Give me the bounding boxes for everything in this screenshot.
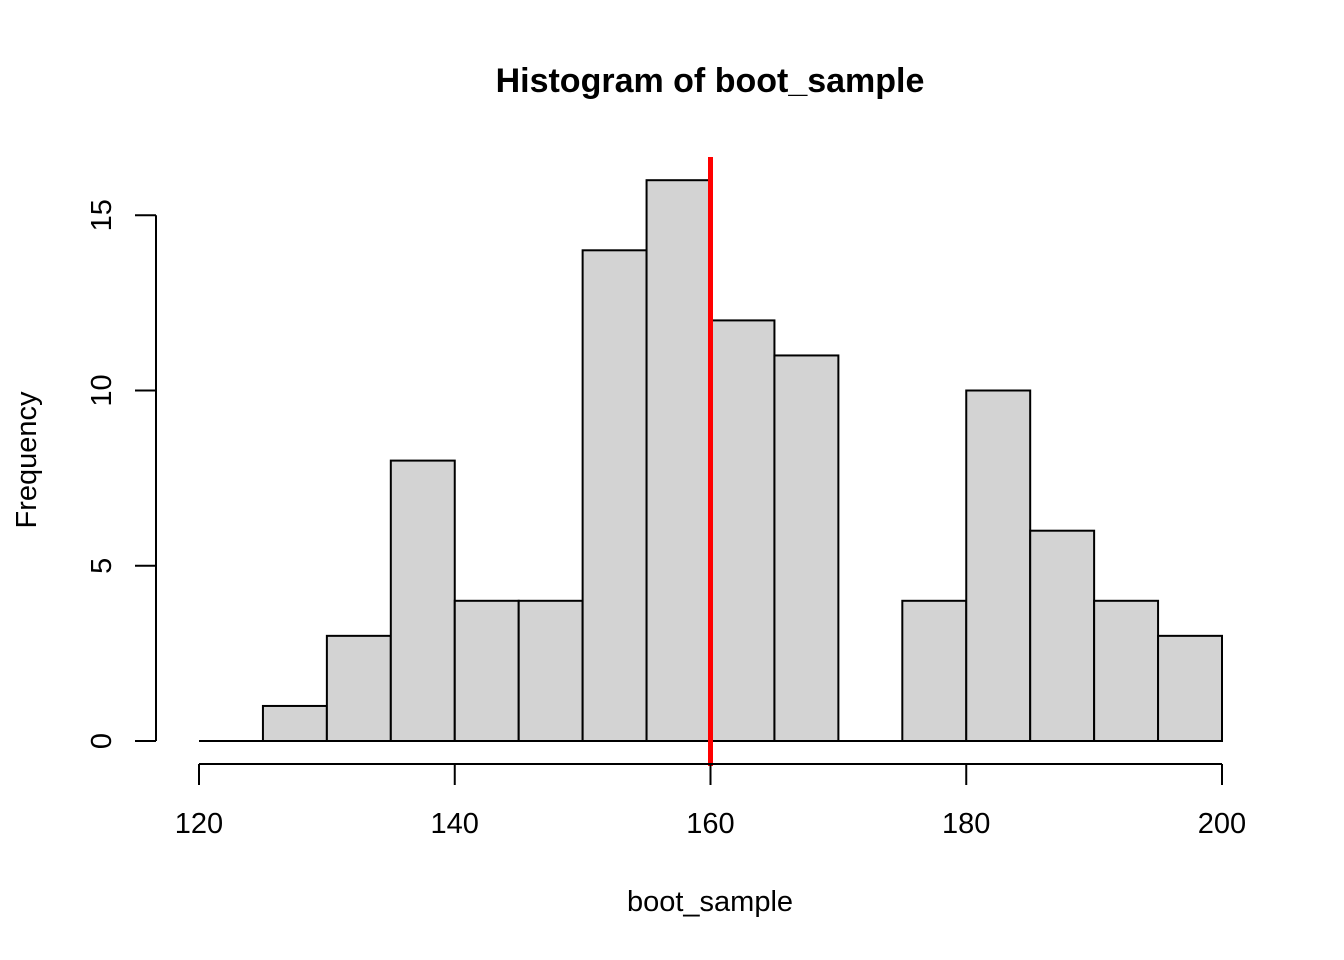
histogram-bar-175-180 <box>901 599 968 742</box>
x-tick-label-160: 160 <box>686 808 734 840</box>
histogram-bar-140-145 <box>453 599 520 742</box>
histogram-bar-195-200 <box>1157 634 1223 742</box>
y-tick-label-5: 5 <box>86 558 118 574</box>
histogram-bar-125-130 <box>261 704 328 743</box>
x-tick-label-200: 200 <box>1198 808 1246 840</box>
x-tick-label-120: 120 <box>175 808 223 840</box>
histogram-bar-165-170 <box>773 354 840 742</box>
histogram-bar-185-190 <box>1029 529 1096 743</box>
y-axis-label: Frequency <box>11 391 43 529</box>
histogram-bar-160-165 <box>709 319 776 742</box>
histogram-bars <box>261 179 1223 743</box>
histogram-bar-130-135 <box>325 634 392 742</box>
x-tick-label-140: 140 <box>431 808 479 840</box>
y-axis: 0 5 10 15 <box>86 199 157 749</box>
histogram-bar-135-140 <box>389 459 456 742</box>
chart-title: Histogram of boot_sample <box>496 62 925 100</box>
histogram-bar-150-155 <box>581 249 648 743</box>
histogram-bar-145-150 <box>517 599 584 742</box>
y-tick-label-0: 0 <box>86 733 118 749</box>
y-tick-label-15: 15 <box>86 199 118 231</box>
y-tick-label-10: 10 <box>86 374 118 406</box>
histogram-bar-180-185 <box>965 389 1032 742</box>
histogram-bar-155-160 <box>645 179 712 742</box>
x-tick-label-180: 180 <box>942 808 990 840</box>
histogram-bar-190-195 <box>1093 599 1160 742</box>
x-axis-label: boot_sample <box>627 886 793 918</box>
x-axis: 120 140 160 180 200 <box>175 763 1246 840</box>
